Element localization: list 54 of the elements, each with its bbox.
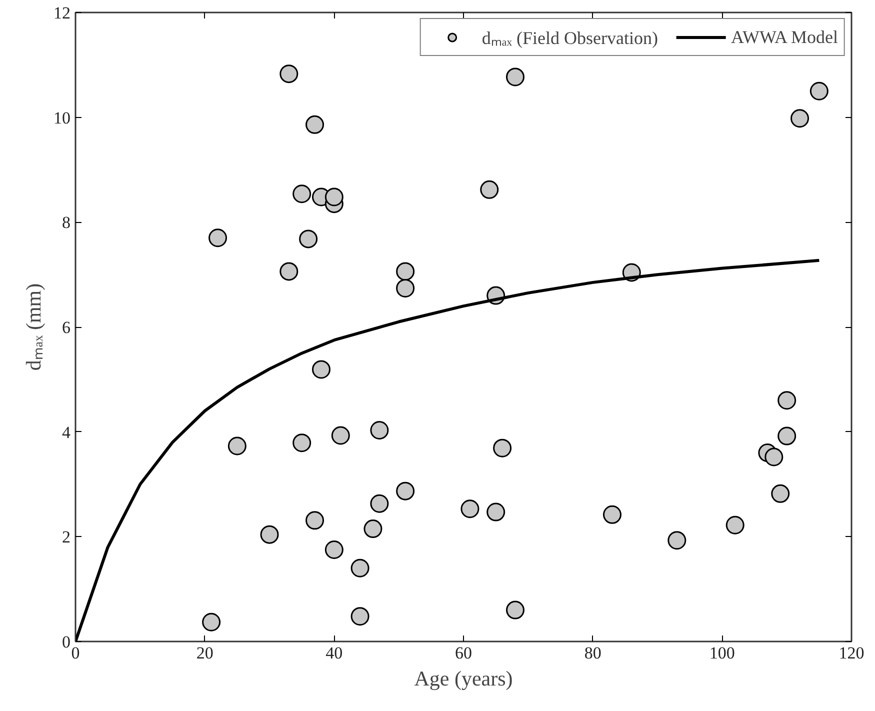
y-tick-label: 10 [54,108,70,128]
x-tick-label: 60 [455,644,472,662]
y-tick-label: 2 [62,528,70,547]
point [486,502,506,522]
x-tick-label: 80 [584,644,602,662]
point [260,525,279,544]
point [764,448,784,466]
point [771,484,790,503]
y-axis-title: dₘₐₓ (mm) [22,283,46,371]
point [312,360,330,379]
point [228,436,246,456]
point [350,558,370,578]
point [460,500,480,518]
point [208,228,228,248]
point [292,184,312,204]
point [350,607,370,626]
y-tick-label: 4 [62,422,71,442]
point [370,494,389,513]
point [280,64,298,84]
point [778,426,796,446]
point [299,230,318,248]
point [790,109,810,128]
point [324,540,344,560]
point [280,262,298,281]
y-tick-label: 12 [54,4,70,22]
y-tick-label: 6 [62,318,70,337]
x-tick-label: 100 [709,644,735,662]
point [396,262,415,281]
point [506,600,524,620]
y-tick-label: 8 [62,213,70,232]
point [324,188,344,206]
point [364,520,382,538]
point [306,115,324,134]
point [602,505,622,524]
point [202,612,221,632]
point [480,180,499,199]
point [292,434,312,452]
point [726,516,744,534]
point [396,278,415,298]
x-tick-label: 20 [196,644,214,662]
point [370,421,389,440]
point [493,438,512,458]
x-tick-label: 120 [838,644,864,662]
point [306,511,324,530]
point [506,68,524,86]
point [668,531,686,550]
x-axis-title: Age (years) [414,666,513,690]
legend-label: dₘₐₓ (Field Observation) [482,27,658,49]
point [396,482,415,500]
point [331,426,350,445]
x-tick-label: 40 [326,644,343,662]
point [778,391,796,410]
point [810,82,828,100]
legend-label: AWWA Model [730,26,838,48]
